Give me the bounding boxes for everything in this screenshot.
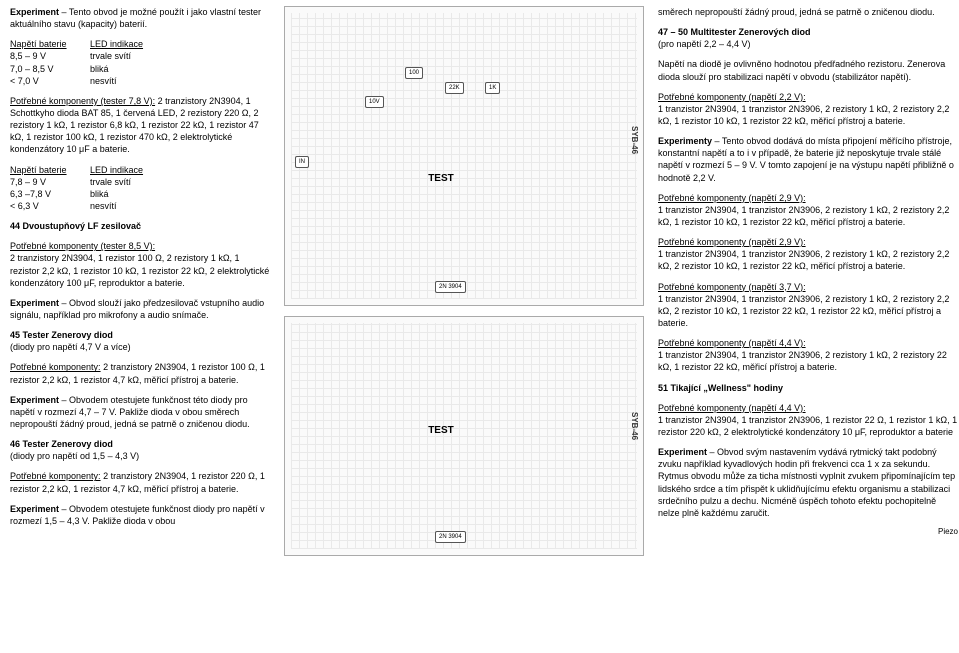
c22-text: 1 tranzistor 2N3904, 1 tranzistor 2N3906…	[658, 104, 949, 126]
h45-sub: (diody pro napětí 4,7 V a více)	[10, 342, 131, 352]
cont-text: směrech nepropouští žádný proud, jedná s…	[658, 6, 958, 18]
comp2-text: 2 tranzistory 2N3904, 1 rezistor 100 Ω, …	[10, 253, 269, 287]
para-zener: Napětí na diodě je ovlivněno hodnotou př…	[658, 58, 958, 82]
h47-sub: (pro napětí 2,2 – 4,4 V)	[658, 39, 751, 49]
experiment-b: Experiment – Obvod svým nastavením vydáv…	[658, 446, 958, 519]
components-2: Potřebné komponenty (tester 8,5 V): 2 tr…	[10, 240, 270, 289]
comp3-label: Potřebné komponenty:	[10, 362, 101, 372]
tbl1-h1: Napětí baterie	[10, 38, 90, 50]
exp2-label: Experiment	[10, 298, 59, 308]
comp4-label: Potřebné komponenty:	[10, 471, 101, 481]
column-middle: SYB-46 IN 10V 100 22K 1K 2N 3904 TEST SY…	[284, 6, 644, 647]
tbl2-r1c1: 7,8 – 9 V	[10, 176, 90, 188]
heading-46: 46 Tester Zenerovy diod (diody pro napět…	[10, 438, 270, 462]
components-29v-b: Potřebné komponenty (napětí 2,9 V): 1 tr…	[658, 236, 958, 272]
syb-label-2: SYB-46	[628, 412, 639, 440]
expB-label: Experiment	[658, 447, 707, 457]
test-label-1: TEST	[428, 172, 454, 186]
breadboard-grid-2	[291, 323, 637, 549]
tbl1-r1c2: trvale svítí	[90, 50, 270, 62]
heading-44: 44 Dvoustupňový LF zesilovač	[10, 220, 270, 232]
tbl2-h1: Napětí baterie	[10, 164, 90, 176]
c37-label: Potřebné komponenty (napětí 3,7 V):	[658, 282, 806, 292]
h47-title: 47 – 50 Multitester Zenerových diod	[658, 27, 811, 37]
test-label-2: TEST	[428, 424, 454, 438]
heading-45: 45 Tester Zenerovy diod (diody pro napět…	[10, 329, 270, 353]
components-3: Potřebné komponenty: 2 tranzistory 2N390…	[10, 361, 270, 385]
heading-51: 51 Tikající „Wellness" hodiny	[658, 382, 958, 394]
piezo-label: Piezo	[658, 527, 958, 538]
components-1: Potřebné komponenty (tester 7,8 V): 2 tr…	[10, 95, 270, 156]
components-37v: Potřebné komponenty (napětí 3,7 V): 1 tr…	[658, 281, 958, 330]
experiment-intro: Experiment – Tento obvod je možné použít…	[10, 6, 270, 30]
components-29v: Potřebné komponenty (napětí 2,9 V): 1 tr…	[658, 192, 958, 228]
voltage-table-1: Napětí baterie LED indikace 8,5 – 9 V tr…	[10, 38, 270, 87]
components-44v: Potřebné komponenty (napětí 4,4 V): 1 tr…	[658, 337, 958, 373]
c44-text: 1 tranzistor 2N3904, 1 tranzistor 2N3906…	[658, 350, 947, 372]
comp1-label: Potřebné komponenty (tester 7,8 V):	[10, 96, 155, 106]
c37-text: 1 tranzistor 2N3904, 1 tranzistor 2N3906…	[658, 294, 949, 328]
tbl1-r2c2: bliká	[90, 63, 270, 75]
components-4: Potřebné komponenty: 2 tranzistory 2N390…	[10, 470, 270, 494]
expB-text: – Obvod svým nastavením vydává rytmický …	[658, 447, 955, 518]
c51-label: Potřebné komponenty (napětí 4,4 V):	[658, 403, 806, 413]
expA-label: Experimenty	[658, 136, 712, 146]
exp4-label: Experiment	[10, 504, 59, 514]
chip-3904a: 2N 3904	[435, 281, 466, 293]
chip-in: IN	[295, 156, 309, 168]
tbl1-r3c1: < 7,0 V	[10, 75, 90, 87]
experiment-4: Experiment – Obvodem otestujete funkčnos…	[10, 503, 270, 527]
chip-22k: 22K	[445, 82, 464, 94]
h45-title: 45 Tester Zenerovy diod	[10, 330, 113, 340]
breadboard-grid	[291, 13, 637, 299]
experiment-2: Experiment – Obvod slouží jako předzesil…	[10, 297, 270, 321]
components-51: Potřebné komponenty (napětí 4,4 V): 1 tr…	[658, 402, 958, 438]
c29-text: 1 tranzistor 2N3904, 1 tranzistor 2N3906…	[658, 205, 949, 227]
voltage-table-2: Napětí baterie LED indikace 7,8 – 9 V tr…	[10, 164, 270, 213]
c22-label: Potřebné komponenty (napětí 2,2 V):	[658, 92, 806, 102]
h46-sub: (diody pro napětí od 1,5 – 4,3 V)	[10, 451, 139, 461]
c44-label: Potřebné komponenty (napětí 4,4 V):	[658, 338, 806, 348]
c51-text: 1 tranzistor 2N3904, 1 tranzistor 2N3906…	[658, 415, 957, 437]
comp2-label: Potřebné komponenty (tester 8,5 V):	[10, 241, 155, 251]
tbl1-r2c1: 7,0 – 8,5 V	[10, 63, 90, 75]
tbl2-r1c2: trvale svítí	[90, 176, 270, 188]
h46-title: 46 Tester Zenerovy diod	[10, 439, 113, 449]
tbl2-r3c1: < 6,3 V	[10, 200, 90, 212]
column-right: směrech nepropouští žádný proud, jedná s…	[658, 6, 958, 647]
tbl1-h2: LED indikace	[90, 38, 270, 50]
chip-3904b: 2N 3904	[435, 531, 466, 543]
tbl1-r3c2: nesvítí	[90, 75, 270, 87]
circuit-diagram-1: SYB-46 IN 10V 100 22K 1K 2N 3904 TEST	[284, 6, 644, 306]
chip-10v: 10V	[365, 96, 384, 108]
experiment-a: Experimenty – Tento obvod dodává do míst…	[658, 135, 958, 184]
tbl2-r2c1: 6,3 –7,8 V	[10, 188, 90, 200]
c29b-text: 1 tranzistor 2N3904, 1 tranzistor 2N3906…	[658, 249, 949, 271]
c29-label: Potřebné komponenty (napětí 2,9 V):	[658, 193, 806, 203]
experiment-3: Experiment – Obvodem otestujete funkčnos…	[10, 394, 270, 430]
chip-1k: 1K	[485, 82, 500, 94]
tbl1-r1c1: 8,5 – 9 V	[10, 50, 90, 62]
chip-100: 100	[405, 67, 423, 79]
c29b-label: Potřebné komponenty (napětí 2,9 V):	[658, 237, 806, 247]
tbl2-h2: LED indikace	[90, 164, 270, 176]
column-left: Experiment – Tento obvod je možné použít…	[10, 6, 270, 647]
tbl2-r3c2: nesvítí	[90, 200, 270, 212]
tbl2-r2c2: bliká	[90, 188, 270, 200]
syb-label-1: SYB-46	[628, 126, 639, 154]
heading-47: 47 – 50 Multitester Zenerových diod (pro…	[658, 26, 958, 50]
experiment-label: Experiment	[10, 7, 59, 17]
components-22v: Potřebné komponenty (napětí 2,2 V): 1 tr…	[658, 91, 958, 127]
circuit-diagram-2: SYB-46 2N 3904 TEST	[284, 316, 644, 556]
exp3-label: Experiment	[10, 395, 59, 405]
